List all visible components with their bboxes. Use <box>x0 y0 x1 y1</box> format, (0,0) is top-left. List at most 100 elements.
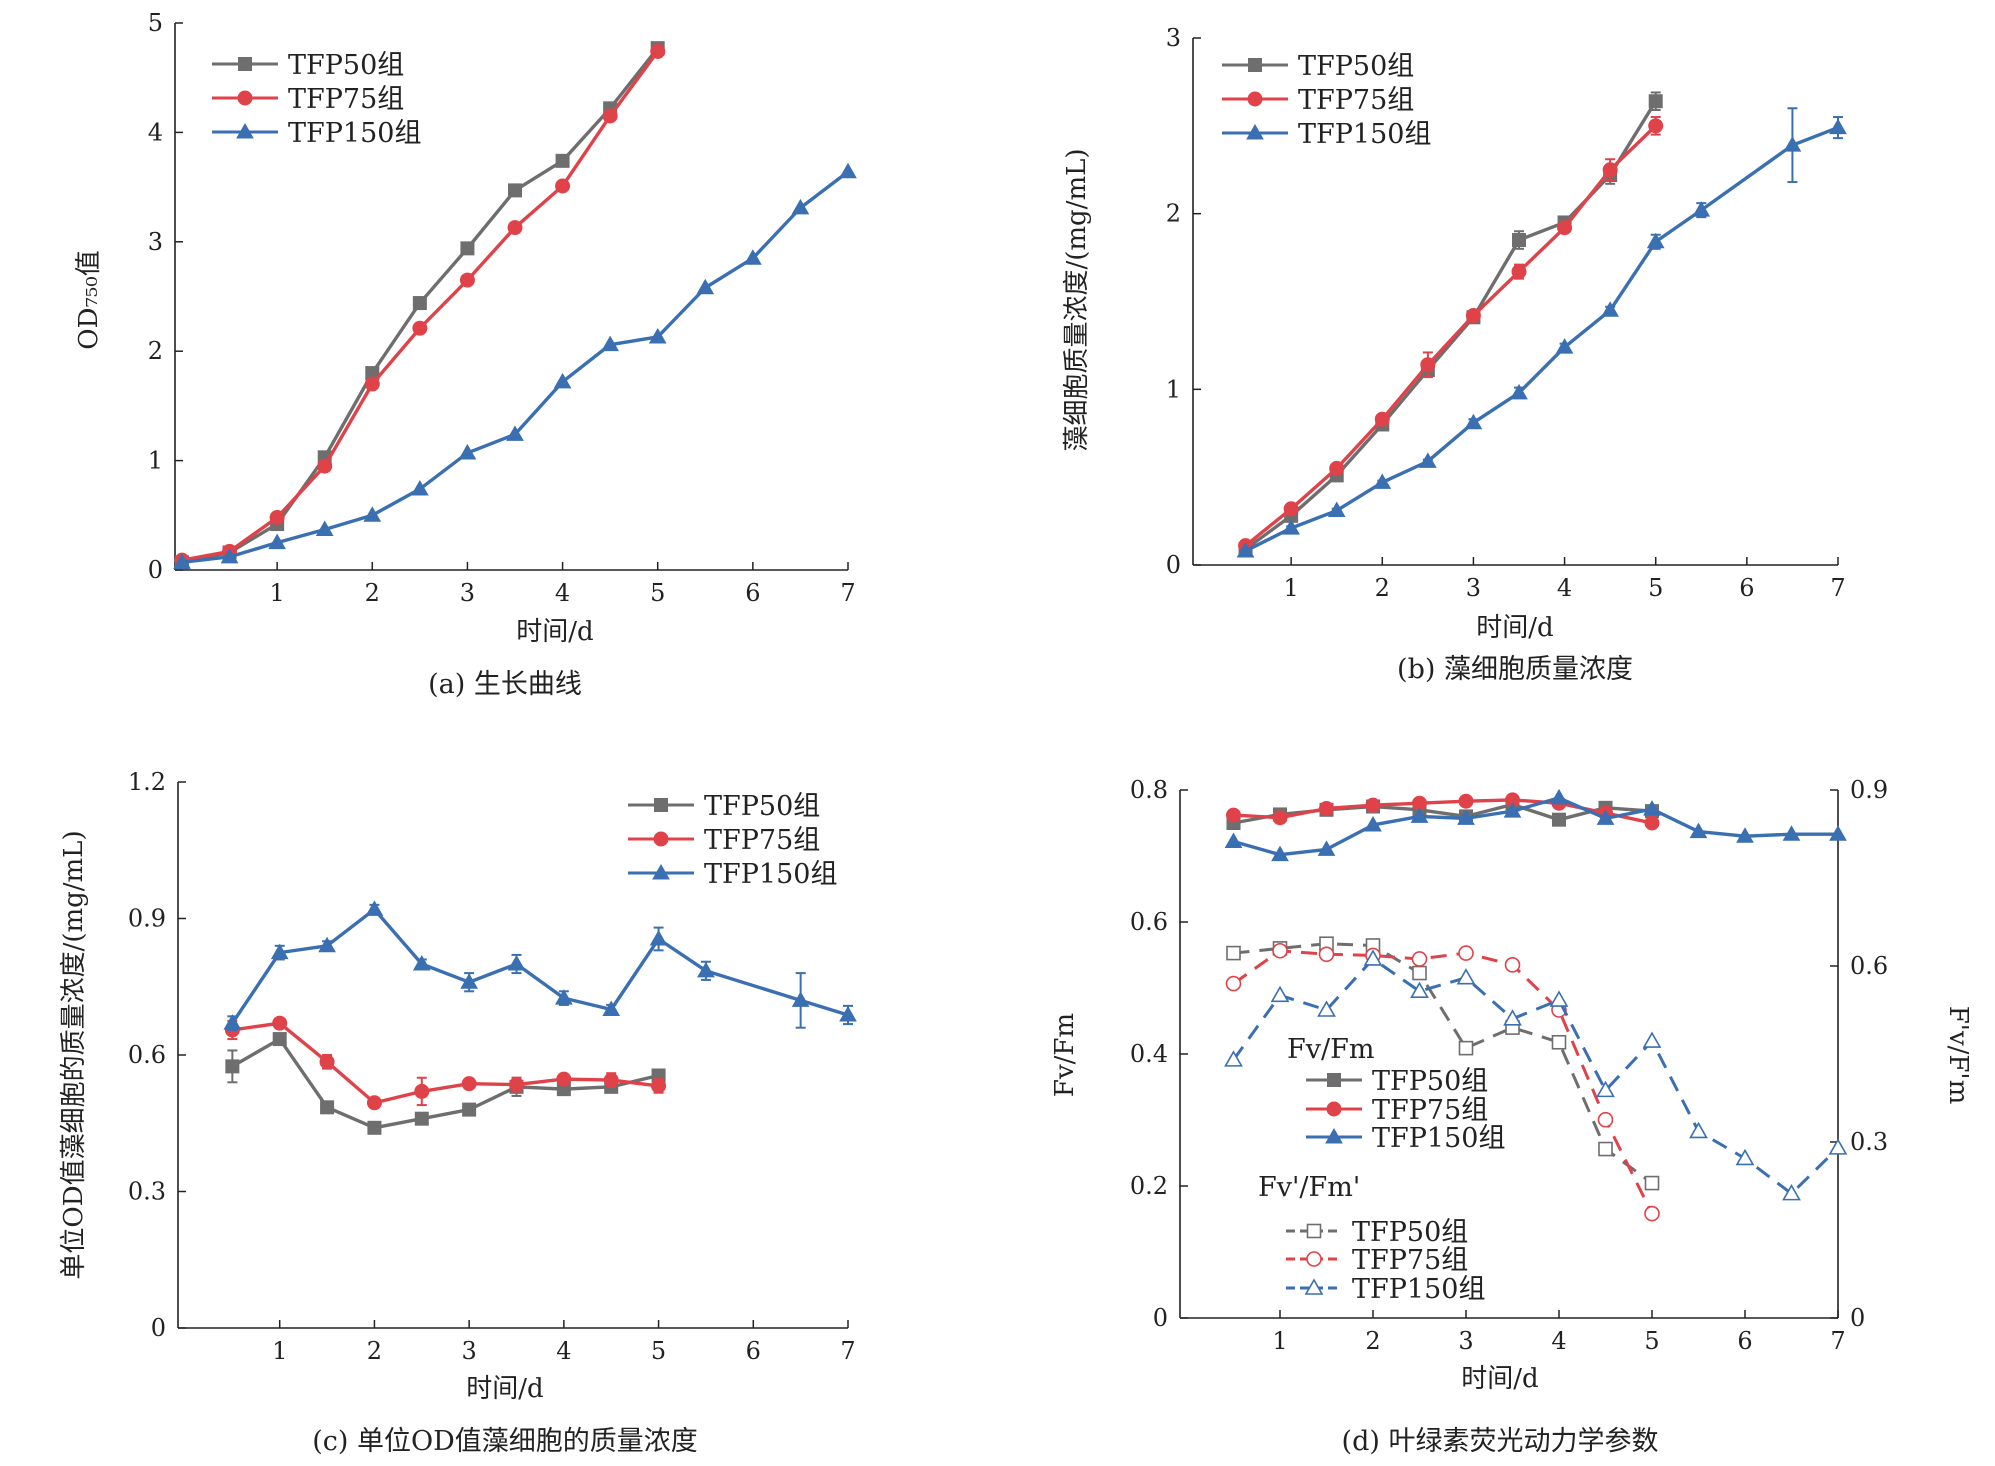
x-axis-label: 时间/d <box>466 1374 543 1404</box>
data-point <box>1503 802 1522 818</box>
data-point <box>697 961 715 978</box>
data-point <box>601 335 620 352</box>
x-tick-label: 3 <box>1458 1327 1473 1355</box>
data-point <box>1363 949 1383 966</box>
x-tick-label: 6 <box>1739 574 1754 602</box>
data-point <box>414 1111 429 1126</box>
data-point <box>1782 825 1801 841</box>
data-point <box>1465 308 1481 324</box>
data-point <box>410 480 429 496</box>
y-tick-label: 3 <box>1166 24 1181 52</box>
data-point <box>272 1015 288 1031</box>
data-point <box>506 425 524 441</box>
x-tick-label: 2 <box>1375 574 1390 602</box>
x-tick-label: 2 <box>367 1337 382 1365</box>
x-tick-label: 6 <box>745 579 760 607</box>
data-point <box>1829 825 1847 841</box>
legend-label: TFP150组 <box>704 859 837 890</box>
y-tick-label: 0.6 <box>1130 908 1168 936</box>
x-tick-label: 1 <box>1284 574 1299 602</box>
data-point <box>1601 301 1620 317</box>
data-point <box>412 954 431 971</box>
y-axis-right-label: F'v/F'm <box>1943 1006 1973 1104</box>
data-point <box>1549 990 1569 1007</box>
legend-label: TFP75组 <box>1298 85 1414 116</box>
data-point <box>1829 118 1847 135</box>
y-tick-label: 5 <box>148 9 163 37</box>
data-point <box>318 936 336 953</box>
data-point <box>1410 807 1429 823</box>
legend-marker <box>238 57 252 71</box>
y-tick-label: 0 <box>148 556 163 584</box>
y-axis-label: OD₇₅₀值 <box>74 250 104 349</box>
data-point <box>743 249 762 265</box>
y-tick-label: 0.6 <box>128 1041 166 1069</box>
data-point <box>412 320 428 336</box>
y-tick-label: 0 <box>1166 551 1181 579</box>
chart-panel-d: 1 2 3 4 5 6 700.20.40.60.800.30.60.9时间/dFv/Fm F… <box>1050 776 1973 1457</box>
data-point <box>1364 815 1382 832</box>
legend-group-title: Fv/Fm <box>1287 1034 1374 1065</box>
data-point <box>460 241 475 256</box>
x-tick-label: 1 <box>270 579 285 607</box>
series-line <box>1244 126 1839 553</box>
data-point <box>1504 957 1521 973</box>
legend-marker <box>1306 1223 1322 1239</box>
y-tick-label: 3 <box>148 228 163 256</box>
legend-marker <box>1304 1278 1324 1295</box>
y-right-tick-label: 0.3 <box>1850 1128 1888 1156</box>
data-point <box>1327 501 1346 518</box>
y-right-tick-label: 0.6 <box>1850 952 1888 980</box>
data-point <box>1410 981 1429 999</box>
legend-label: TFP150组 <box>1352 1274 1485 1305</box>
legend-label: TFP50组 <box>1352 1217 1468 1248</box>
data-point <box>556 1071 572 1087</box>
data-point <box>173 553 191 569</box>
data-point <box>1511 264 1527 280</box>
data-point <box>1420 357 1436 373</box>
data-point <box>1458 1040 1474 1056</box>
x-axis-label: 时间/d <box>1461 1364 1538 1394</box>
data-point <box>1692 201 1711 217</box>
data-point <box>1365 797 1381 813</box>
x-tick-label: 6 <box>1737 1327 1752 1355</box>
data-point <box>603 1072 619 1088</box>
data-point <box>1412 965 1427 981</box>
data-point <box>1689 822 1708 839</box>
y-axis-label: Fv/Fm <box>1050 1013 1080 1097</box>
y-axis-label: 单位OD值藻细胞的质量浓度/(mg/mL) <box>59 830 89 1279</box>
legend-label: TFP75组 <box>1352 1245 1468 1276</box>
data-point <box>1318 946 1335 963</box>
data-point <box>791 198 810 215</box>
series-d-5 <box>1224 949 1848 1201</box>
legend-label: TFP150组 <box>1372 1123 1505 1154</box>
x-tick-label: 3 <box>462 1337 477 1365</box>
data-point <box>269 509 285 525</box>
legend-label: TFP150组 <box>288 118 421 149</box>
data-point <box>414 1083 430 1099</box>
x-tick-label: 1 <box>272 1337 287 1365</box>
data-point <box>1648 94 1663 109</box>
data-point <box>1512 233 1526 248</box>
data-point <box>270 943 289 960</box>
x-tick-label: 3 <box>460 579 475 607</box>
x-axis-label: 时间/d <box>1476 613 1553 643</box>
data-point <box>1226 807 1241 823</box>
data-point <box>220 547 239 564</box>
series-b-1 <box>1238 116 1664 554</box>
legend-marker <box>1326 1101 1342 1117</box>
x-axis-label: 时间/d <box>516 617 593 647</box>
data-point <box>1373 473 1392 489</box>
series-a-1 <box>174 43 666 568</box>
data-point <box>1551 1034 1567 1050</box>
series-d-2 <box>1224 788 1847 862</box>
x-tick-label: 4 <box>555 579 570 607</box>
legend-marker <box>237 90 253 106</box>
data-point <box>555 153 570 168</box>
legend-marker <box>1327 1073 1341 1087</box>
data-point <box>1510 383 1528 400</box>
